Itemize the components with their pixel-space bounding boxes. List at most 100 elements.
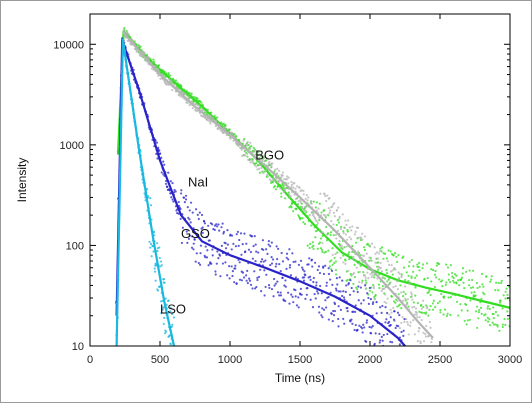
data-point-gso xyxy=(309,278,312,282)
data-point-gso xyxy=(360,302,363,305)
data-point-bgo xyxy=(359,236,362,239)
data-point-gso xyxy=(208,239,211,242)
data-point-bgo xyxy=(270,165,273,168)
data-point-bgo xyxy=(351,225,354,228)
data-point-gso xyxy=(318,311,321,314)
data-point-gso xyxy=(263,294,266,297)
data-point-bgo xyxy=(380,270,384,273)
data-point-nai xyxy=(334,260,338,263)
data-point-gso xyxy=(187,237,190,240)
data-point-nai xyxy=(494,323,497,326)
data-point-nai xyxy=(445,314,449,318)
data-point-bgo xyxy=(397,277,401,280)
data-point-bgo xyxy=(277,180,281,183)
data-point-nai xyxy=(478,285,481,288)
data-point-gso xyxy=(299,287,303,290)
data-point-bgo xyxy=(384,293,387,296)
data-point-nai xyxy=(374,294,377,297)
data-point-nai xyxy=(366,242,369,245)
data-point-gso xyxy=(234,264,237,267)
data-point-gso xyxy=(301,266,304,269)
data-point-gso xyxy=(301,268,305,271)
data-point-gso xyxy=(240,253,243,256)
data-point-bgo xyxy=(358,280,361,284)
data-point-bgo xyxy=(292,186,295,189)
data-point-gso xyxy=(278,294,281,297)
data-point-gso xyxy=(249,283,253,286)
data-point-gso xyxy=(205,236,208,239)
data-point-bgo xyxy=(345,245,348,248)
data-point-bgo xyxy=(394,284,397,288)
data-point-bgo xyxy=(420,307,423,310)
data-point-nai xyxy=(434,306,437,309)
data-point-bgo xyxy=(143,52,146,55)
x-tick-label: 3000 xyxy=(498,354,522,366)
data-point-gso xyxy=(232,242,235,245)
data-point-nai xyxy=(271,181,275,184)
data-point-bgo xyxy=(179,95,182,98)
data-point-bgo xyxy=(329,209,332,212)
data-point-nai xyxy=(404,278,407,282)
data-point-gso xyxy=(221,222,224,225)
data-point-gso xyxy=(368,286,371,290)
data-point-bgo xyxy=(246,144,249,147)
data-point-bgo xyxy=(409,321,412,324)
data-point-lso xyxy=(169,310,172,313)
data-point-nai xyxy=(320,248,324,251)
data-point-bgo xyxy=(258,153,261,156)
data-point-nai xyxy=(378,286,381,290)
data-point-bgo xyxy=(187,95,190,98)
y-axis-title: Intensity xyxy=(15,158,29,203)
data-point-gso xyxy=(248,277,251,280)
data-point-gso xyxy=(389,316,392,319)
data-point-nai xyxy=(412,265,415,268)
data-point-gso xyxy=(192,242,195,245)
data-point-nai xyxy=(301,217,304,220)
data-point-bgo xyxy=(393,266,396,270)
data-point-gso xyxy=(198,211,201,214)
data-point-bgo xyxy=(137,45,140,48)
data-point-bgo xyxy=(347,219,350,222)
data-point-nai xyxy=(506,317,509,321)
data-point-bgo xyxy=(354,230,357,233)
data-point-bgo xyxy=(294,197,298,201)
data-point-nai xyxy=(504,297,507,300)
data-point-gso xyxy=(327,318,330,321)
data-point-bgo xyxy=(386,260,389,263)
data-point-nai xyxy=(450,271,454,275)
data-point-gso xyxy=(315,281,318,284)
data-point-gso xyxy=(324,264,327,267)
data-point-gso xyxy=(265,273,268,276)
data-point-nai xyxy=(321,250,324,254)
data-point-gso xyxy=(337,317,340,321)
data-point-gso xyxy=(267,283,271,287)
data-point-nai xyxy=(474,310,478,313)
data-point-nai xyxy=(490,275,493,278)
data-point-bgo xyxy=(264,169,267,172)
data-point-gso xyxy=(363,326,366,329)
data-point-nai xyxy=(200,101,203,104)
data-point-bgo xyxy=(274,168,277,171)
data-point-bgo xyxy=(363,274,367,277)
data-point-gso xyxy=(255,250,258,253)
data-point-bgo xyxy=(381,276,385,280)
data-point-gso xyxy=(266,252,269,255)
data-point-gso xyxy=(253,287,257,290)
data-point-bgo xyxy=(334,252,337,256)
data-point-gso xyxy=(207,264,210,267)
data-point-gso xyxy=(256,276,259,279)
data-point-gso xyxy=(166,185,169,189)
data-point-gso xyxy=(341,279,344,282)
data-point-nai xyxy=(342,254,345,257)
data-point-nai xyxy=(346,230,350,233)
data-point-bgo xyxy=(370,276,373,279)
data-point-gso xyxy=(186,206,189,209)
data-point-bgo xyxy=(251,159,254,163)
data-point-gso xyxy=(201,226,204,229)
data-point-gso xyxy=(263,269,266,272)
data-point-nai xyxy=(504,323,507,327)
data-point-nai xyxy=(468,318,471,322)
data-point-gso xyxy=(349,279,352,282)
data-point-nai xyxy=(265,159,268,162)
data-point-gso xyxy=(362,323,365,326)
